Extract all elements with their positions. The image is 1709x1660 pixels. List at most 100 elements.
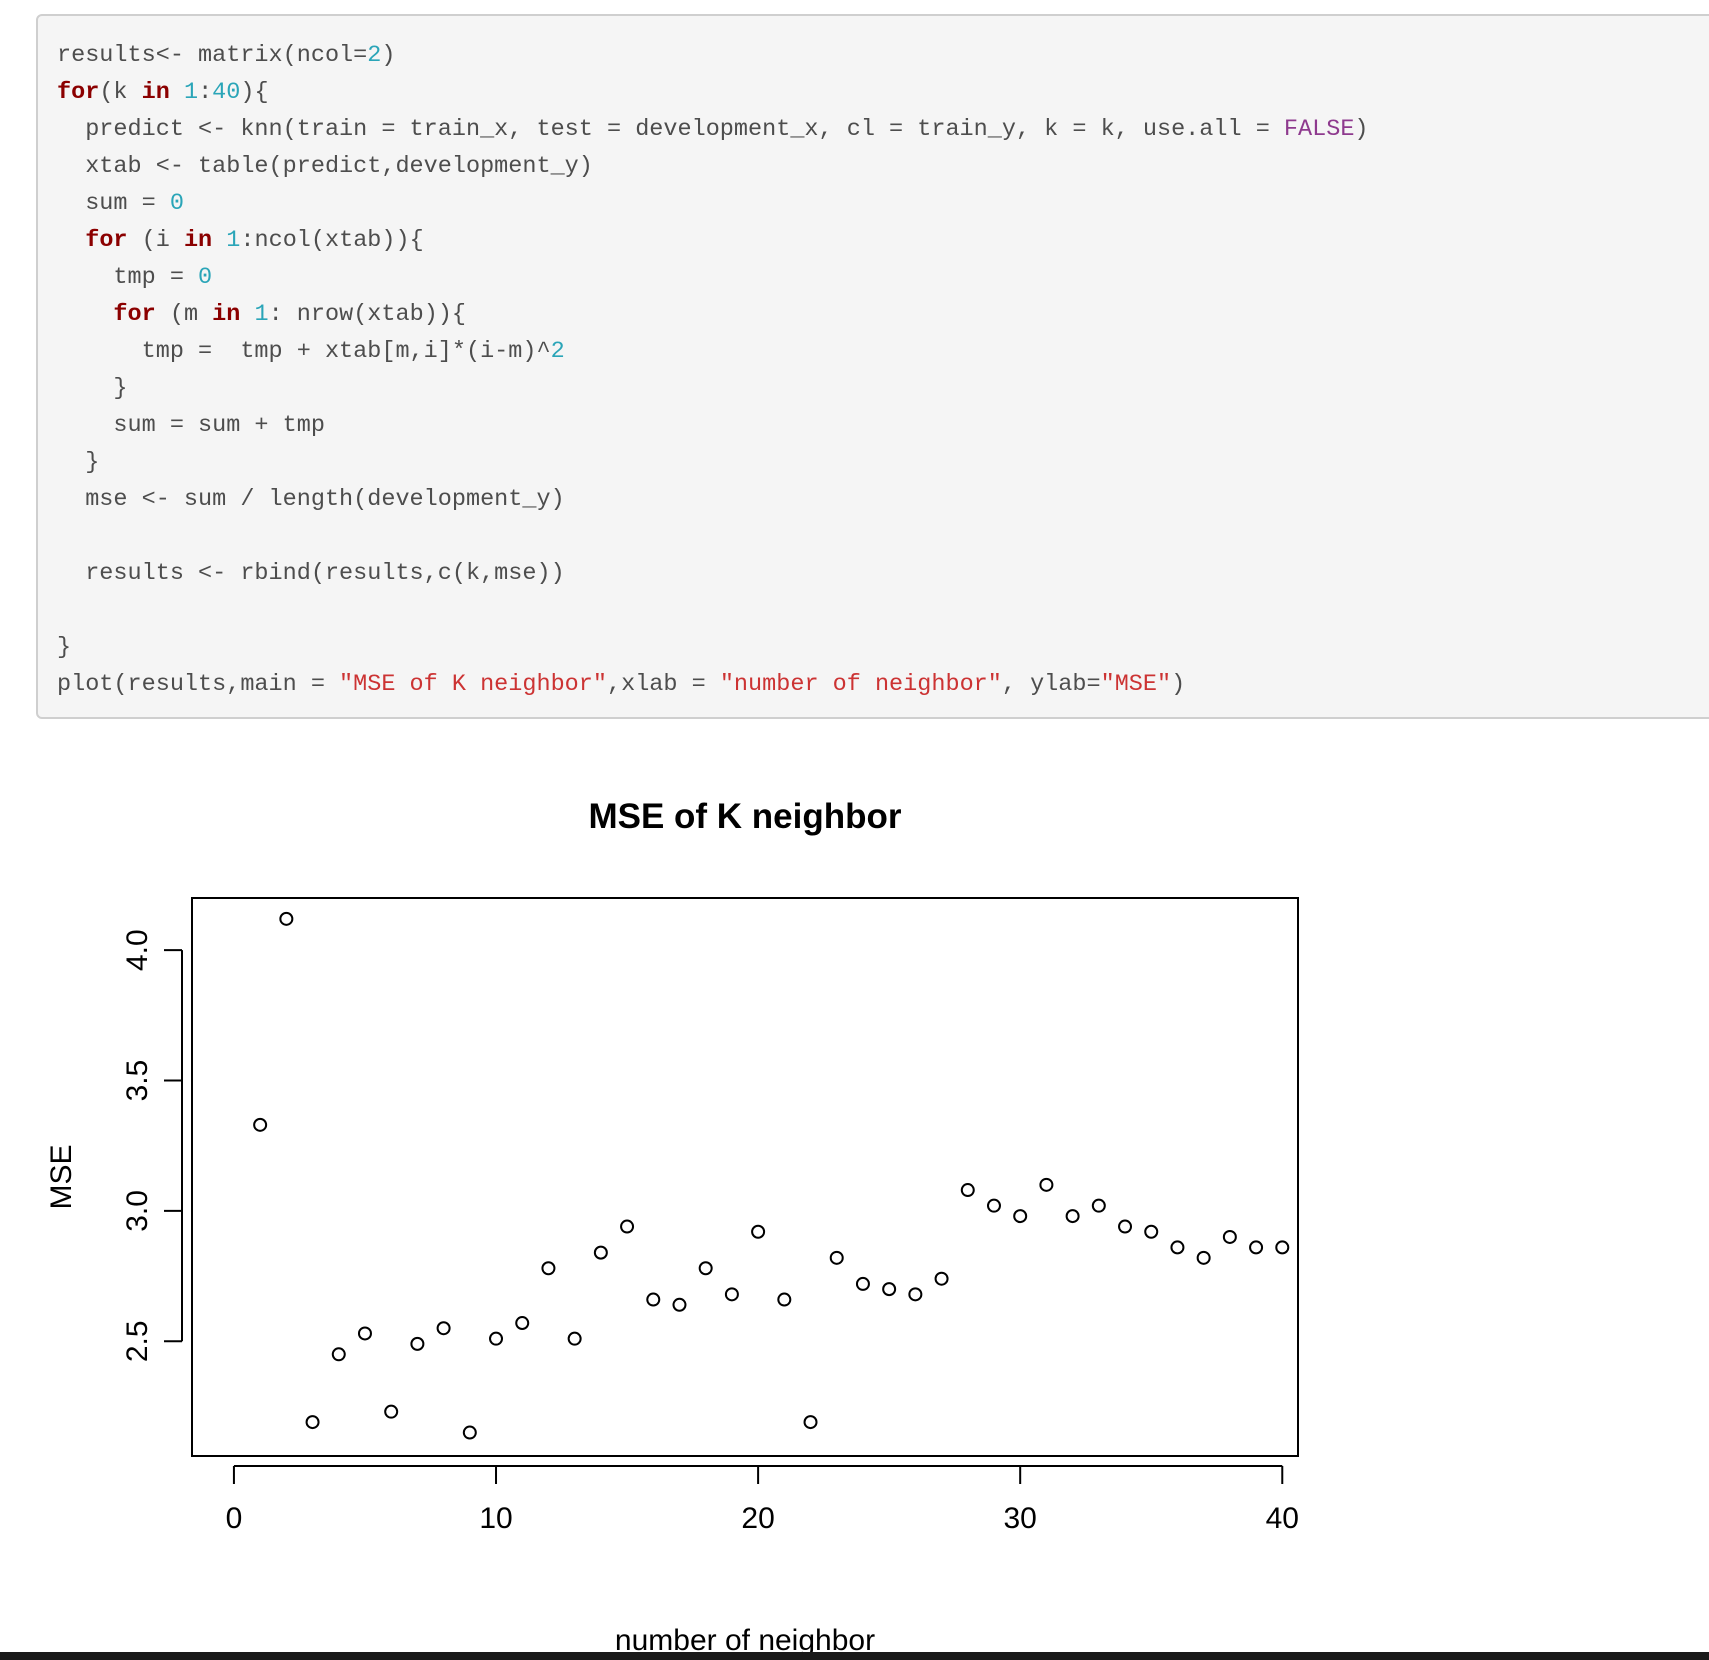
data-point	[855, 1276, 870, 1291]
code-line	[57, 518, 1369, 555]
data-point	[934, 1271, 949, 1286]
scatter-chart: MSE of K neighbor 0 10 20 30 40 2.5 3.0 3.5 4.0…	[45, 797, 1299, 1652]
code-line: }	[57, 370, 1369, 407]
y-tick-label: 3.5	[121, 1060, 154, 1102]
data-point	[1275, 1240, 1290, 1255]
data-point	[593, 1245, 608, 1260]
data-point	[462, 1425, 477, 1440]
data-point	[1196, 1250, 1211, 1265]
data-point	[253, 1117, 268, 1132]
data-point	[515, 1316, 530, 1331]
x-tick-label: 10	[479, 1502, 512, 1535]
code-token: sum =	[57, 190, 170, 217]
x-tick-label: 20	[741, 1502, 774, 1535]
code-token: 1	[183, 79, 199, 106]
data-point	[724, 1287, 739, 1302]
code-line: }	[57, 629, 1369, 666]
code-line: xtab <- table(predict,development_y)	[57, 148, 1369, 185]
bottom-border	[0, 1652, 1709, 1660]
code-token: "MSE"	[1100, 671, 1172, 698]
code-token: results <- rbind(results,c(k,mse))	[57, 560, 565, 587]
code-token: 2	[550, 338, 565, 365]
code-token: results<- matrix(ncol=	[57, 42, 368, 69]
code-token: for	[113, 301, 156, 328]
data-point	[803, 1415, 818, 1430]
code-token: :ncol(xtab)){	[240, 227, 424, 254]
code-token: ){	[240, 79, 269, 106]
x-axis-label: number of neighbor	[615, 1624, 875, 1652]
code-token	[57, 227, 85, 254]
code-line: results <- rbind(results,c(k,mse))	[57, 555, 1369, 592]
code-line: sum = 0	[57, 185, 1369, 222]
code-line: for(k in 1:40){	[57, 74, 1369, 111]
code-token: }	[57, 449, 100, 476]
data-point	[1118, 1219, 1133, 1234]
code-token: }	[57, 634, 72, 661]
code-line: plot(results,main = "MSE of K neighbor",…	[57, 666, 1369, 703]
code-line: for (m in 1: nrow(xtab)){	[57, 296, 1369, 333]
data-point	[305, 1415, 320, 1430]
x-tick-label: 30	[1004, 1502, 1037, 1535]
code-token: for	[57, 79, 100, 106]
chart-title: MSE of K neighbor	[588, 797, 901, 836]
data-point	[698, 1261, 713, 1276]
y-axis: 2.5 3.0 3.5 4.0	[121, 929, 183, 1362]
code-token: ,xlab =	[607, 671, 720, 698]
data-point	[489, 1331, 504, 1346]
code-token: tmp =	[57, 264, 199, 291]
y-tick-label: 4.0	[121, 929, 154, 971]
code-token: , ylab=	[1001, 671, 1101, 698]
code-token: FALSE	[1283, 116, 1355, 143]
data-point	[567, 1331, 582, 1346]
data-point	[1170, 1240, 1185, 1255]
data-point	[357, 1326, 372, 1341]
code-token: 2	[367, 42, 382, 69]
code-text: results<- matrix(ncol=2) for(k in 1:40){ …	[57, 37, 1369, 703]
code-token: :	[198, 79, 213, 106]
data-point	[1144, 1224, 1159, 1239]
code-token: predict <- knn(train = train_x, test = d…	[57, 116, 1284, 143]
data-point	[882, 1282, 897, 1297]
data-point	[1013, 1209, 1028, 1224]
x-tick-label: 0	[226, 1502, 243, 1535]
data-point	[829, 1250, 844, 1265]
data-point	[620, 1219, 635, 1234]
data-point	[672, 1297, 687, 1312]
x-axis: 0 10 20 30 40	[226, 1465, 1299, 1535]
data-points	[253, 911, 1290, 1440]
code-token: 1	[254, 301, 269, 328]
data-point	[331, 1347, 346, 1362]
code-token: xtab <- table(predict,development_y)	[57, 153, 593, 180]
code-token	[240, 301, 254, 328]
code-token: (i	[127, 227, 184, 254]
code-token: plot(results,main =	[57, 671, 340, 698]
data-point	[1065, 1209, 1080, 1224]
data-point	[436, 1321, 451, 1336]
data-point	[777, 1292, 792, 1307]
code-token: )	[381, 42, 396, 69]
code-token: }	[57, 375, 128, 402]
code-line: }	[57, 444, 1369, 481]
data-point	[1039, 1177, 1054, 1192]
code-line: for (i in 1:ncol(xtab)){	[57, 222, 1369, 259]
data-point	[1222, 1229, 1237, 1244]
code-line: tmp = tmp + xtab[m,i]*(i-m)^2	[57, 333, 1369, 370]
code-token	[212, 227, 226, 254]
code-token: tmp = tmp + xtab[m,i]*(i-m)^	[57, 338, 551, 365]
data-point	[751, 1224, 766, 1239]
code-token: (m	[155, 301, 213, 328]
code-token: (k	[99, 79, 142, 106]
y-tick-label: 2.5	[121, 1320, 154, 1362]
code-token: 0	[169, 190, 184, 217]
data-point	[1249, 1240, 1264, 1255]
y-axis-label: MSE	[45, 1144, 78, 1209]
y-tick-label: 3.0	[121, 1190, 154, 1232]
code-token: "number of neighbor"	[719, 671, 1002, 698]
code-token: in	[183, 227, 213, 254]
data-point	[960, 1183, 975, 1198]
code-line: mse <- sum / length(development_y)	[57, 481, 1369, 518]
x-tick-label: 40	[1266, 1502, 1299, 1535]
code-block: results<- matrix(ncol=2) for(k in 1:40){ …	[36, 14, 1709, 719]
code-token: for	[85, 227, 128, 254]
code-token: 0	[198, 264, 213, 291]
